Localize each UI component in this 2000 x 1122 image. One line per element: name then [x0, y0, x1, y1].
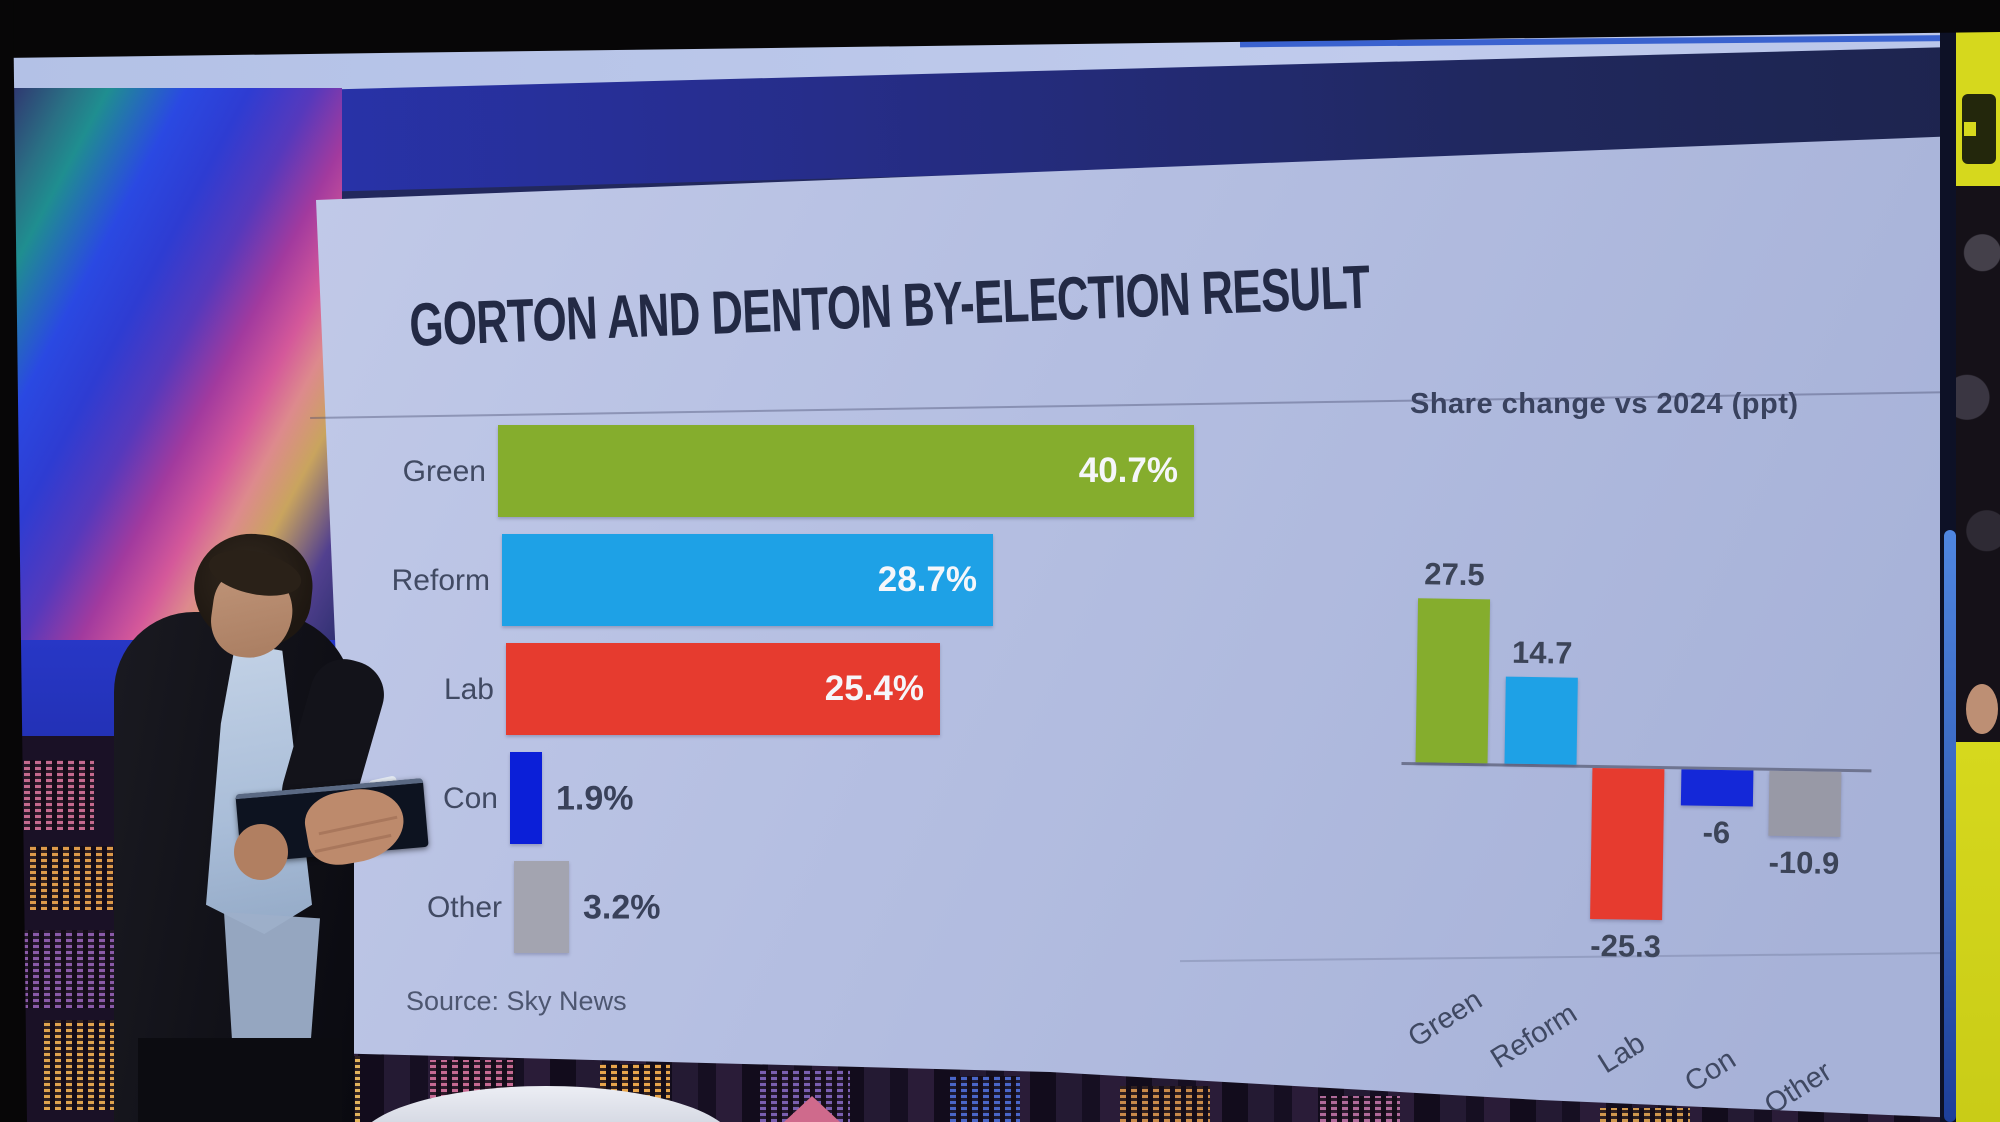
side-panel-photo-detail	[1966, 684, 1998, 734]
skyline-building	[1320, 1096, 1400, 1122]
videowall-blue-edge	[1944, 530, 1956, 1122]
value-label: 27.5	[1424, 556, 1485, 593]
skyline-building	[950, 1076, 1020, 1122]
vote-share-bar-other	[514, 861, 569, 953]
skyline-building	[24, 760, 94, 830]
category-label: Con	[442, 781, 498, 815]
vote-share-bar-green: 40.7%	[498, 425, 1194, 517]
side-panel-yellow	[1956, 742, 2000, 1122]
side-panel-glyph	[1962, 94, 1996, 164]
value-label: 40.7%	[1078, 451, 1178, 490]
skyline-building	[1120, 1086, 1210, 1122]
skyline-building	[44, 1020, 124, 1110]
share-change-bar-reform	[1504, 676, 1578, 765]
category-label: Reform	[391, 563, 490, 597]
presenter-legs	[138, 1038, 342, 1122]
source-note: Source: Sky News	[406, 986, 627, 1016]
vote-share-chart: Green 40.7% Reform 28.7% Lab 25.4% Con 1.9% Othe…	[380, 417, 1700, 977]
side-panel-yellow	[1956, 30, 2000, 186]
vote-share-bar-reform: 28.7%	[502, 534, 993, 626]
share-change-bar-con	[1680, 769, 1754, 807]
vote-share-bar-con	[510, 752, 542, 844]
bar-row-con: Con 1.9%	[392, 744, 1712, 853]
category-label: Lab	[443, 672, 494, 706]
presenter-hand	[234, 824, 288, 880]
category-label: Green	[402, 454, 486, 488]
skyline-building	[1600, 1108, 1690, 1122]
vote-share-bar-lab: 25.4%	[506, 643, 940, 735]
share-change-bar-green	[1415, 598, 1491, 764]
bar-row-reform: Reform 28.7%	[384, 526, 1704, 635]
bar-row-other: Other 3.2%	[396, 853, 1716, 962]
page-title: GORTON AND DENTON BY-ELECTION RESULT	[408, 252, 1371, 359]
value-label: 25.4%	[824, 669, 924, 708]
value-label: -25.3	[1590, 927, 1662, 965]
bar-row-green: Green 40.7%	[380, 417, 1700, 526]
value-label: 14.7	[1511, 634, 1573, 671]
bar-row-lab: Lab 25.4%	[388, 635, 1708, 744]
side-panel-photo	[1956, 186, 2000, 742]
category-label: Other	[426, 890, 502, 924]
skyline-building	[30, 846, 114, 910]
value-label: 1.9%	[556, 779, 634, 817]
side-panel-glyph	[1964, 122, 1976, 136]
value-label: 3.2%	[583, 888, 661, 926]
share-change-chart-title: Share change vs 2024 (ppt)	[1410, 388, 1799, 420]
share-change-chart: 27.5 Green 14.7 Reform -25.3 Lab -6 Con -10.9 Oth…	[1396, 540, 1905, 1122]
skyline-building	[22, 930, 118, 1008]
share-change-bar-other	[1768, 770, 1842, 837]
value-label: 28.7%	[877, 560, 977, 599]
value-label: -10.9	[1768, 844, 1840, 881]
